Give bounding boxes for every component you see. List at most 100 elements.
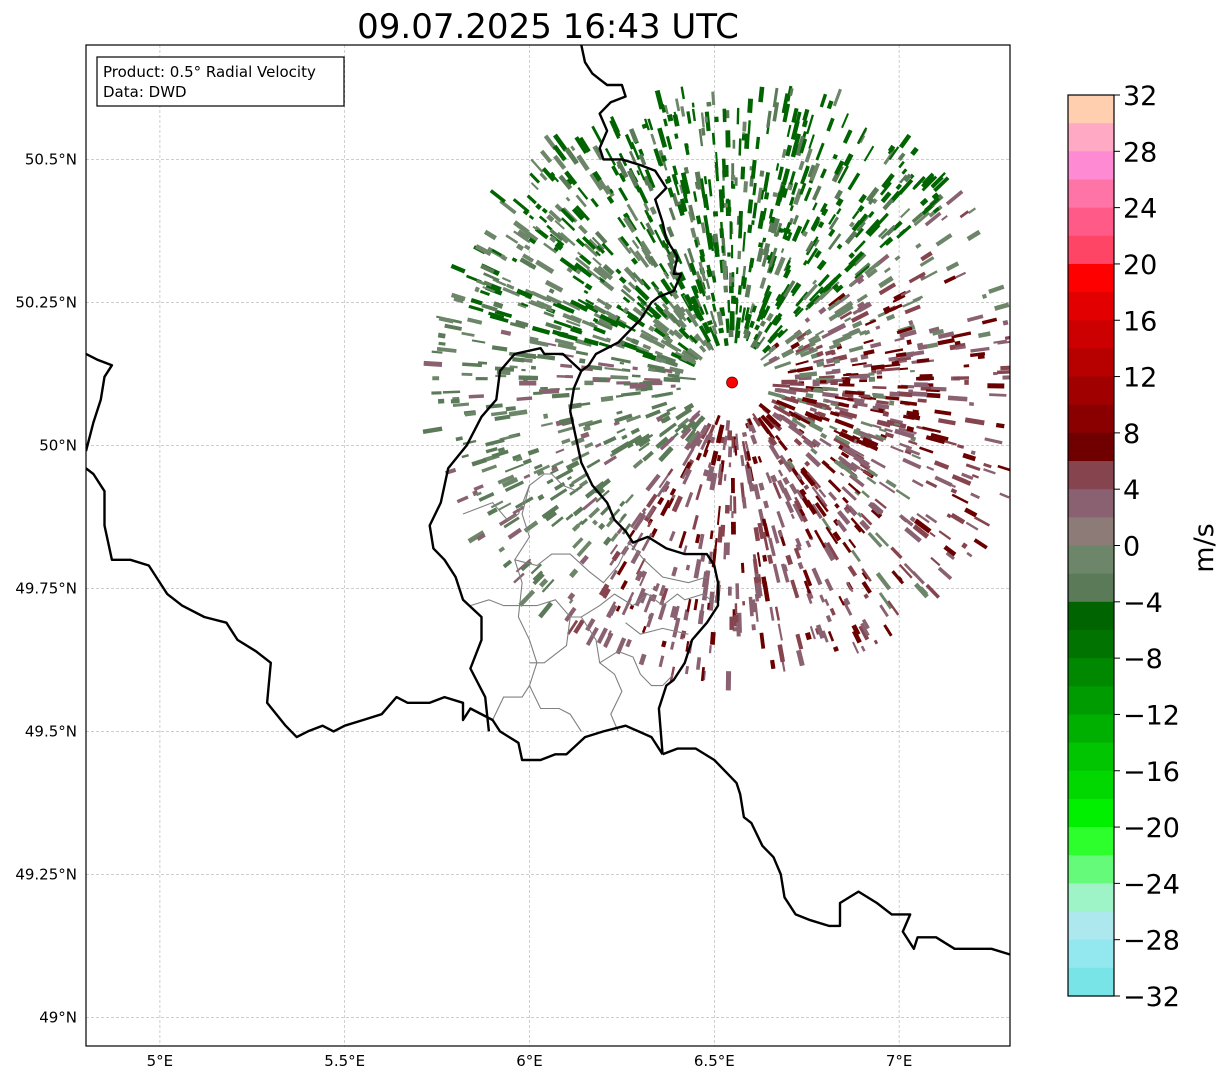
echo-gate [582, 496, 598, 511]
echo-gate [966, 229, 981, 242]
echo-gate [750, 330, 763, 349]
echo-gate [849, 374, 868, 379]
echo-gate [806, 114, 815, 135]
lat-tick-label: 49.25°N [15, 865, 77, 883]
echo-gate [654, 350, 663, 357]
echo-gate [795, 346, 811, 356]
echo-gate [799, 347, 818, 358]
echo-gate [519, 257, 537, 270]
echo-gate [691, 102, 695, 108]
echo-gate [548, 288, 555, 294]
echo-gate [491, 248, 502, 257]
echo-gate [619, 361, 625, 365]
echo-gate [791, 418, 807, 429]
echo-gate [516, 243, 525, 251]
echo-gate [692, 307, 701, 320]
echo-gate [617, 216, 627, 228]
echo-gate [774, 256, 786, 276]
echo-gate [565, 513, 574, 521]
echo-gate [851, 320, 863, 329]
echo-gate [497, 502, 512, 511]
echo-gate [561, 438, 571, 445]
echo-gate [821, 207, 829, 217]
echo-gate [626, 169, 640, 189]
echo-gate [738, 138, 742, 156]
echo-gate [498, 546, 506, 553]
echo-gate [780, 414, 798, 429]
echo-gate [653, 229, 665, 249]
echo-gate [884, 348, 904, 355]
echo-gate [810, 447, 818, 455]
echo-gate [895, 352, 907, 358]
echo-gate [566, 619, 579, 635]
echo-gate [679, 179, 688, 198]
echo-gate [644, 118, 650, 131]
echo-gate [836, 243, 843, 250]
echo-gate [669, 488, 677, 496]
echo-gate [684, 491, 694, 508]
echo-gate [592, 334, 608, 343]
echo-gate [528, 237, 537, 245]
echo-gate [877, 227, 888, 238]
echo-gate [858, 302, 870, 311]
echo-gate [637, 436, 651, 448]
echo-gate [635, 558, 646, 575]
echo-gate [801, 119, 808, 128]
admin-boundary-8 [628, 542, 708, 584]
echo-gate [667, 373, 680, 379]
echo-gate [854, 401, 868, 408]
echo-gate [695, 484, 703, 501]
echo-gate [809, 337, 822, 346]
echo-gate [549, 171, 556, 178]
echo-gate [478, 491, 495, 502]
echo-gate [493, 301, 504, 309]
echo-gate [917, 344, 928, 351]
colorbar-tick-label: 28 [1123, 137, 1157, 168]
echo-gate [895, 183, 903, 191]
echo-gate [777, 184, 786, 203]
echo-gate [788, 196, 795, 206]
echo-gate [820, 202, 828, 213]
echo-gate [592, 304, 607, 315]
echo-gate [657, 602, 667, 621]
echo-gate [858, 330, 868, 336]
echo-gate [675, 407, 693, 421]
echo-gate [762, 554, 768, 562]
echo-gate [817, 273, 830, 287]
echo-gate [748, 260, 753, 273]
echo-gate [824, 598, 830, 607]
colorbar-tick-label: −16 [1123, 757, 1180, 788]
map-panel[interactable] [85, 44, 1029, 1047]
echo-gate [647, 215, 654, 223]
colorbar-tick-label: 0 [1123, 532, 1140, 563]
echo-gate [467, 317, 483, 325]
echo-gate [910, 146, 919, 156]
admin-boundary-5 [580, 616, 623, 732]
echo-gate [636, 301, 646, 311]
echo-gate [710, 292, 716, 302]
echo-gate [640, 386, 648, 392]
echo-gate [538, 601, 553, 619]
echo-gate [787, 423, 804, 437]
echo-gate [672, 329, 684, 340]
echo-gate [452, 402, 470, 407]
echo-gate [518, 589, 536, 607]
echo-gate [821, 332, 831, 340]
echo-gate [488, 311, 505, 320]
echo-gate [613, 421, 620, 426]
echo-gate [500, 329, 512, 336]
echo-gate [925, 389, 940, 393]
colorbar-segment [1068, 95, 1114, 124]
echo-gate [438, 316, 454, 324]
echo-gate [791, 283, 802, 297]
echo-gate [661, 415, 671, 424]
echo-gate [479, 289, 490, 296]
echo-gate [589, 172, 605, 191]
echo-gate [492, 278, 507, 287]
country-border-2 [86, 352, 114, 452]
echo-gate [930, 432, 949, 442]
echo-gate [802, 259, 809, 266]
echo-gate [905, 350, 925, 358]
echo-gate [671, 352, 682, 360]
echo-gate [757, 210, 766, 230]
